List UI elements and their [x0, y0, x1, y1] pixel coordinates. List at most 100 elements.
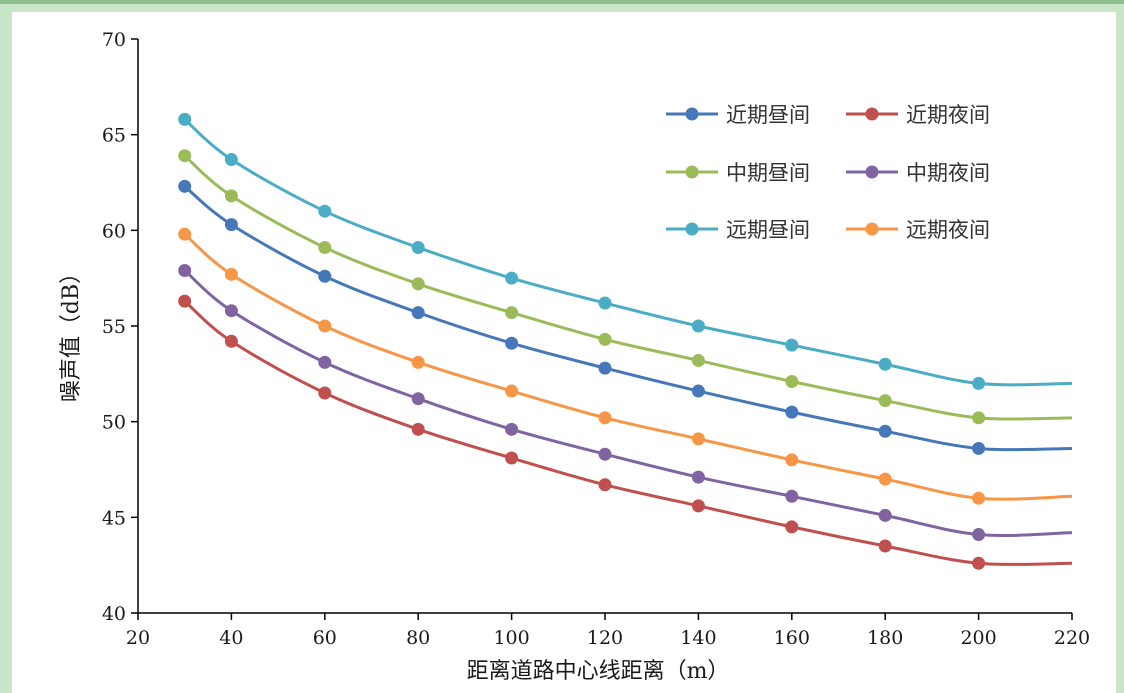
y-tick-label: 50	[102, 412, 126, 434]
series-1	[178, 179, 1073, 455]
series-4	[178, 264, 1073, 542]
x-tick-label: 100	[493, 627, 529, 649]
data-point	[318, 355, 332, 369]
legend-entry: 远期昼间	[666, 218, 810, 242]
x-tick-label: 60	[313, 627, 337, 649]
data-point	[785, 489, 799, 503]
legend-label: 中期夜间	[906, 161, 990, 185]
data-point	[691, 499, 705, 513]
x-tick-label: 120	[587, 627, 623, 649]
data-point	[878, 508, 892, 522]
data-point	[505, 336, 519, 350]
series-6	[178, 227, 1073, 505]
data-point	[411, 392, 425, 406]
data-point	[598, 447, 612, 461]
legend-entry: 近期昼间	[666, 103, 810, 127]
data-point	[411, 355, 425, 369]
data-point	[972, 376, 986, 390]
data-point	[178, 264, 192, 278]
data-point	[878, 394, 892, 408]
data-point	[691, 353, 705, 367]
data-point	[411, 422, 425, 436]
data-point	[878, 472, 892, 486]
data-point	[785, 520, 799, 534]
x-tick-label: 40	[219, 627, 243, 649]
legend-entry: 近期夜间	[846, 103, 990, 127]
legend-swatch-marker	[865, 222, 879, 236]
y-tick-label: 55	[102, 316, 126, 338]
x-tick-label: 80	[406, 627, 430, 649]
x-tick-label: 180	[867, 627, 903, 649]
data-point	[972, 556, 986, 570]
data-point	[224, 304, 238, 318]
legend-swatch-marker	[865, 165, 879, 179]
data-point	[878, 357, 892, 371]
y-tick-label: 60	[102, 220, 126, 242]
data-point	[178, 294, 192, 308]
data-point	[598, 361, 612, 375]
data-point	[691, 470, 705, 484]
legend-entry: 中期昼间	[666, 161, 810, 185]
data-point	[224, 218, 238, 232]
x-tick-label: 200	[960, 627, 996, 649]
legend-entry: 中期夜间	[846, 161, 990, 185]
data-point	[785, 338, 799, 352]
x-tick-label: 220	[1054, 627, 1090, 649]
series-3	[178, 149, 1073, 425]
data-point	[224, 189, 238, 203]
legend-swatch-marker	[685, 107, 699, 121]
legend-label: 近期夜间	[906, 103, 990, 127]
legend-swatch-marker	[865, 107, 879, 121]
chart-area: 40 45 50 55 60 65 70 20 40 60 80 100 120 140 160 180 200…	[12, 12, 1116, 693]
data-point	[505, 306, 519, 320]
data-point	[318, 386, 332, 400]
x-axis-title: 距离道路中心线距离（m）	[467, 659, 730, 684]
data-point	[224, 153, 238, 167]
series-5	[178, 112, 1073, 390]
data-point	[972, 411, 986, 425]
data-point	[318, 269, 332, 283]
legend-label: 远期昼间	[726, 218, 810, 242]
data-point	[878, 424, 892, 438]
series-2	[178, 294, 1073, 570]
data-point	[598, 411, 612, 425]
data-point	[178, 227, 192, 241]
legend-label: 近期昼间	[726, 103, 810, 127]
series-line	[183, 154, 1073, 421]
data-point	[178, 149, 192, 163]
data-point	[411, 306, 425, 320]
y-tick-label: 65	[102, 125, 126, 147]
data-point	[972, 491, 986, 505]
data-point	[318, 319, 332, 333]
data-point	[878, 539, 892, 553]
data-point	[318, 241, 332, 255]
data-point	[505, 422, 519, 436]
data-point	[598, 332, 612, 346]
data-point	[691, 319, 705, 333]
data-point	[598, 478, 612, 492]
data-point	[785, 374, 799, 388]
data-point	[972, 528, 986, 542]
data-point	[505, 384, 519, 398]
data-point	[318, 204, 332, 218]
series-line	[183, 299, 1073, 567]
data-point	[785, 405, 799, 419]
data-point	[505, 451, 519, 465]
data-point	[972, 441, 986, 455]
data-point	[411, 241, 425, 255]
legend-entry: 远期夜间	[846, 218, 990, 242]
y-tick-label: 70	[102, 29, 126, 51]
data-point	[178, 112, 192, 126]
legend-label: 远期夜间	[906, 218, 990, 242]
data-point	[691, 384, 705, 398]
legend-label: 中期昼间	[726, 161, 810, 185]
data-point	[691, 432, 705, 446]
y-tick-label: 45	[102, 507, 126, 529]
data-point	[178, 179, 192, 193]
data-point	[411, 277, 425, 291]
y-tick-label: 40	[102, 603, 126, 625]
data-point	[224, 334, 238, 348]
data-point	[598, 296, 612, 310]
